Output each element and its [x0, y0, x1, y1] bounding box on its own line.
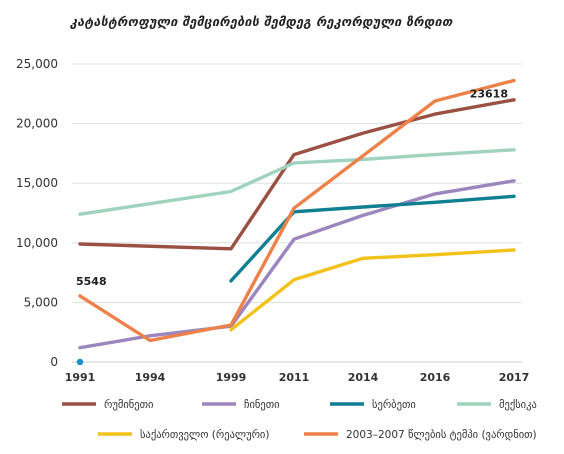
y-axis-ticks: 25,000 20,000 15,000 10,000 5,000 0: [16, 57, 58, 369]
series-line-4: [229, 248, 516, 332]
series-lines: [76, 78, 516, 366]
legend: რუმინეთი ჩინეთი სერბეთი მექსიკა საქართველო (…: [62, 399, 537, 441]
y-tick-label: 10,000: [16, 236, 58, 250]
annotations: 5548 23618: [76, 87, 508, 287]
grid-lines: [72, 63, 522, 363]
y-tick-label: 20,000: [16, 117, 58, 131]
annotation-23618: 23618: [470, 87, 508, 100]
x-axis-ticks: 1991 1994 1999 2011 2014 2016 2017: [65, 371, 530, 384]
chart-title: კატასტროფული შემცირების შემდეგ რეკორდული…: [70, 14, 453, 29]
x-tick-label: 2011: [279, 371, 310, 384]
legend-label-5: 2003–2007 წლების ტემპი (ვარდნით): [346, 429, 537, 441]
annotation-5548: 5548: [76, 275, 107, 288]
x-tick-label: 1999: [216, 371, 247, 384]
legend-label-4: საქართველო (რეალური): [140, 429, 269, 441]
y-tick-label: 0: [50, 355, 58, 369]
legend-label-3: მექსიკა: [499, 399, 537, 411]
legend-label-1: ჩინეთი: [244, 399, 280, 411]
origin-marker: [76, 358, 84, 366]
x-tick-label: 2017: [499, 371, 530, 384]
series-line-2: [229, 194, 516, 283]
series-line-1: [78, 179, 516, 350]
series-line-0: [78, 98, 516, 251]
x-tick-label: 2014: [348, 371, 379, 384]
series-line-3: [78, 148, 516, 216]
y-tick-label: 5,000: [24, 295, 58, 309]
x-tick-label: 2016: [420, 371, 451, 384]
y-tick-label: 25,000: [16, 57, 58, 71]
legend-label-0: რუმინეთი: [104, 399, 153, 411]
x-tick-label: 1991: [65, 371, 96, 384]
y-tick-label: 15,000: [16, 176, 58, 190]
legend-label-2: სერბეთი: [372, 399, 416, 411]
series-line-5: [78, 78, 516, 343]
x-tick-label: 1994: [135, 371, 166, 384]
